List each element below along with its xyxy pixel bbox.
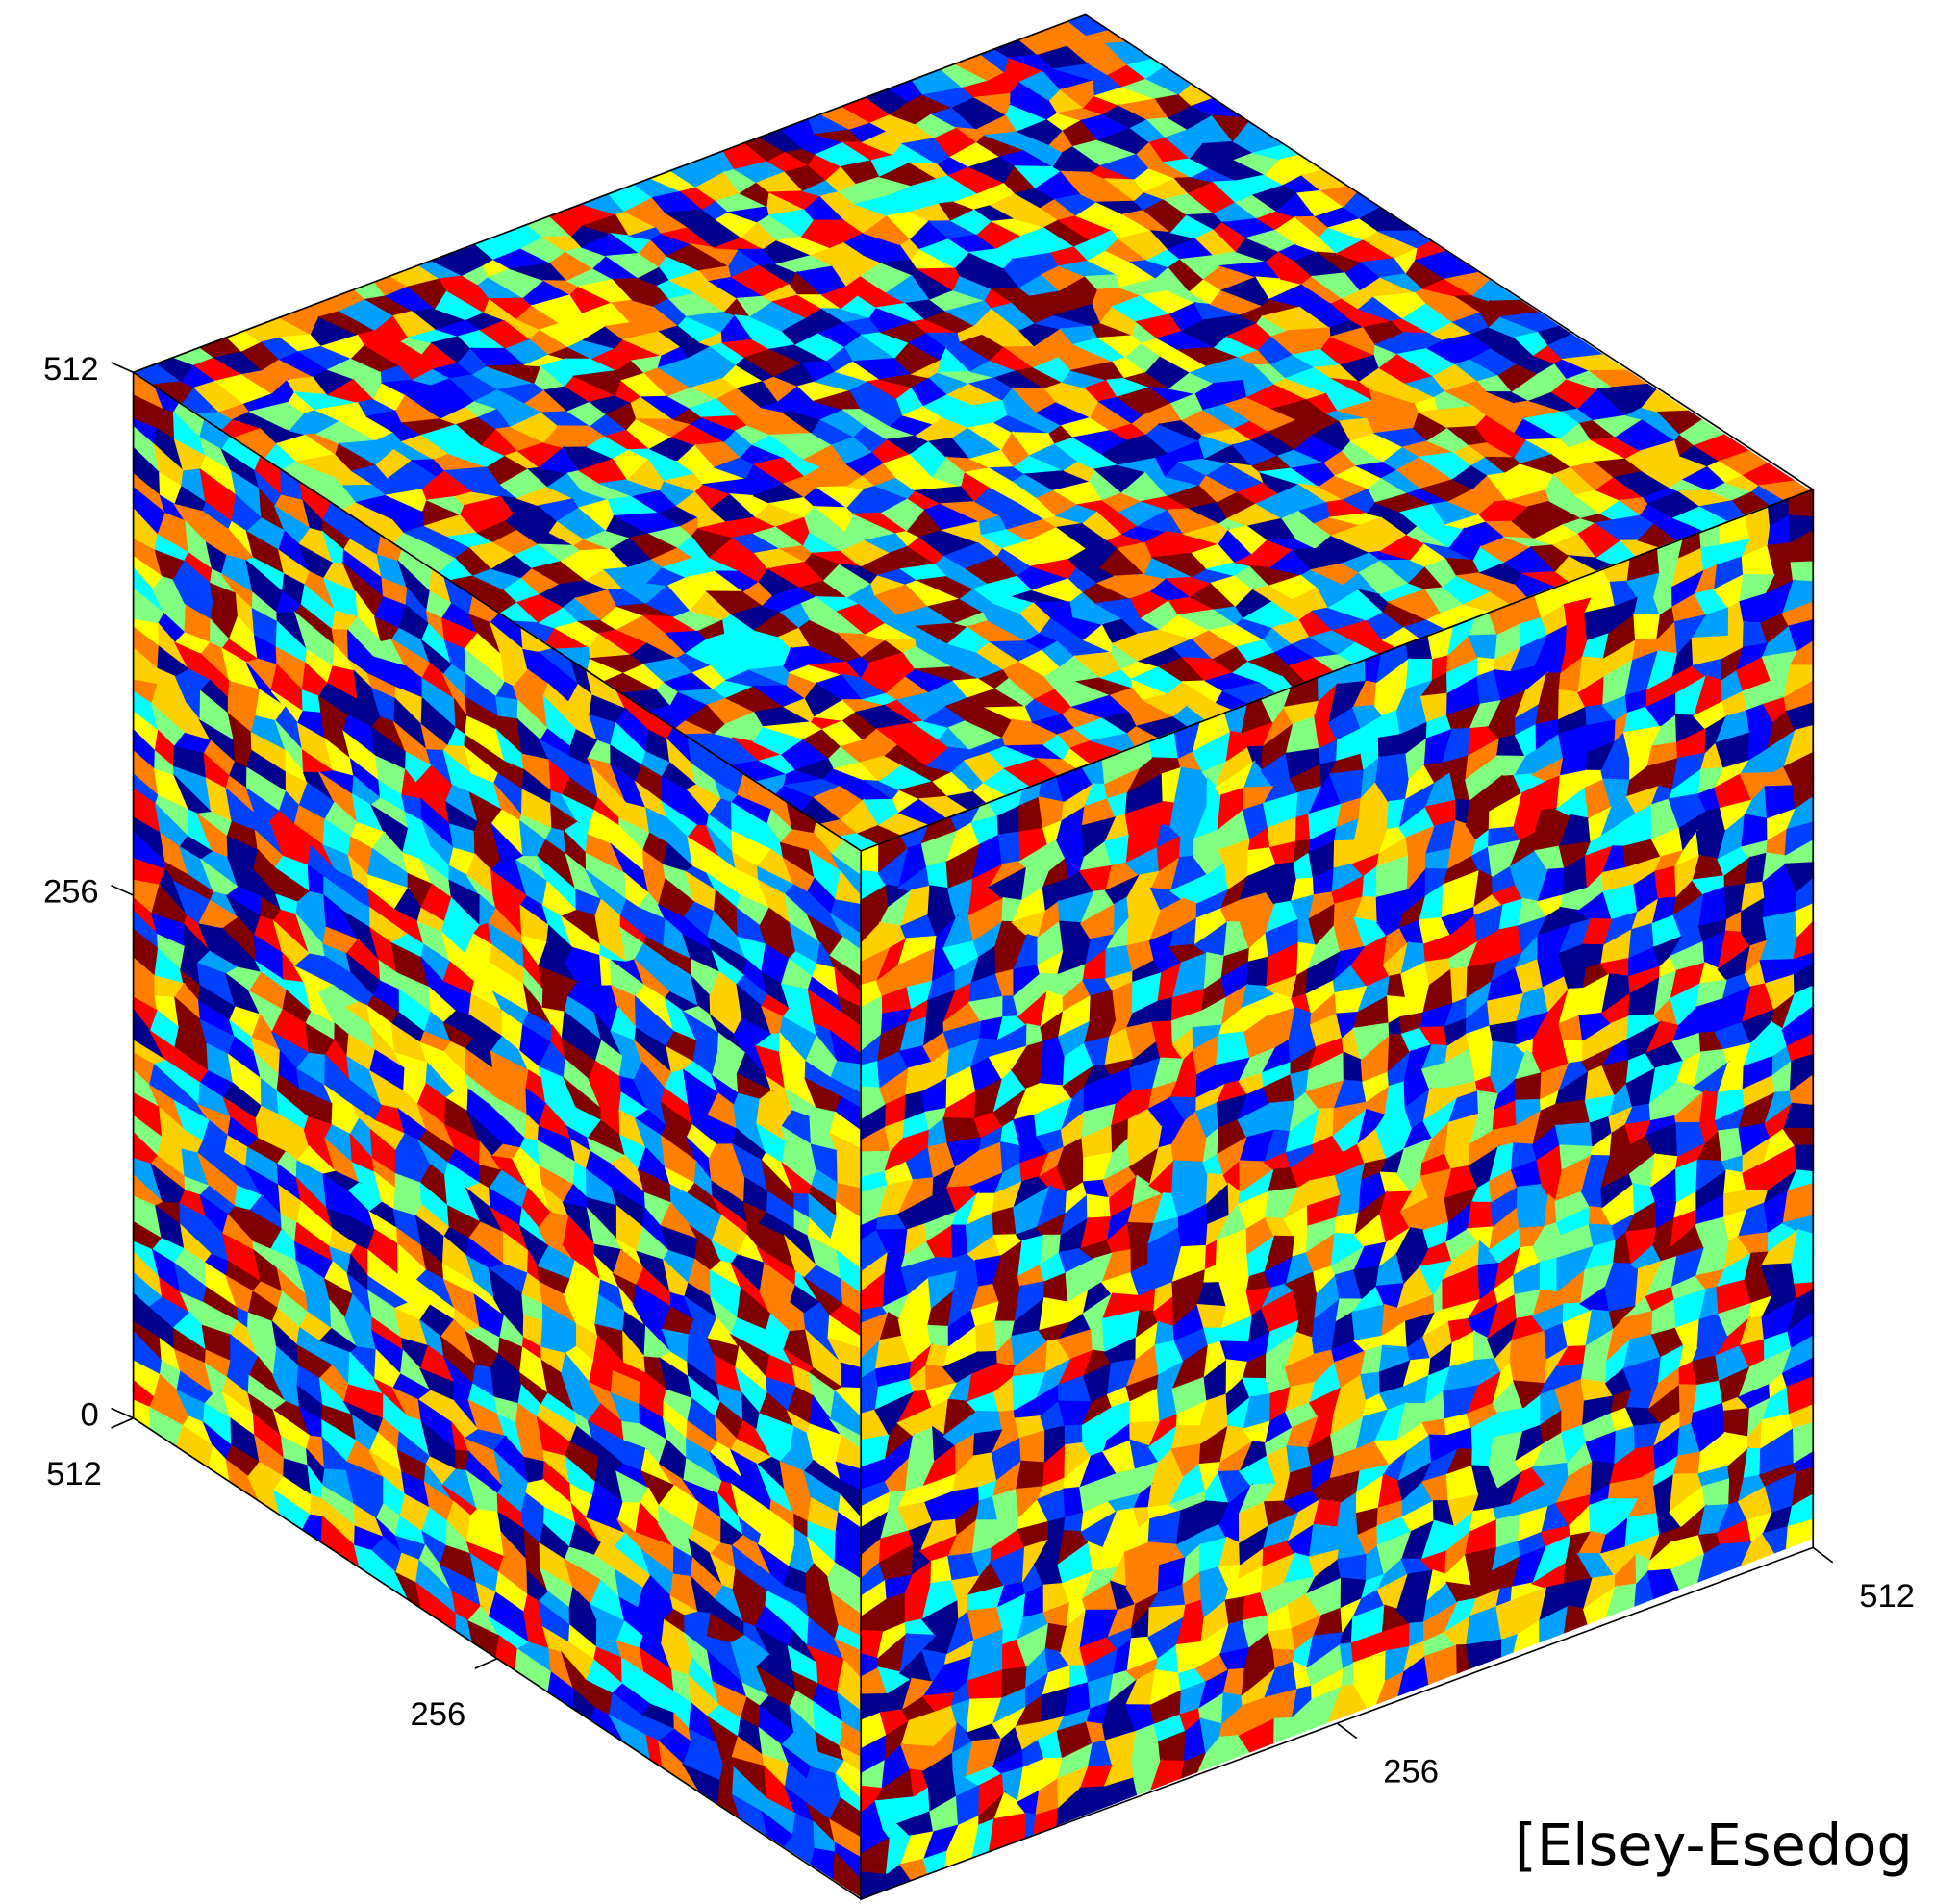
page: {"chart_data": {"type": "cube3d", "xlim"…: [0, 0, 1934, 1904]
chart: 0256512256512256512 [Elsey-Esedog: [0, 0, 1934, 1904]
cube-faces: [134, 14, 1814, 1898]
